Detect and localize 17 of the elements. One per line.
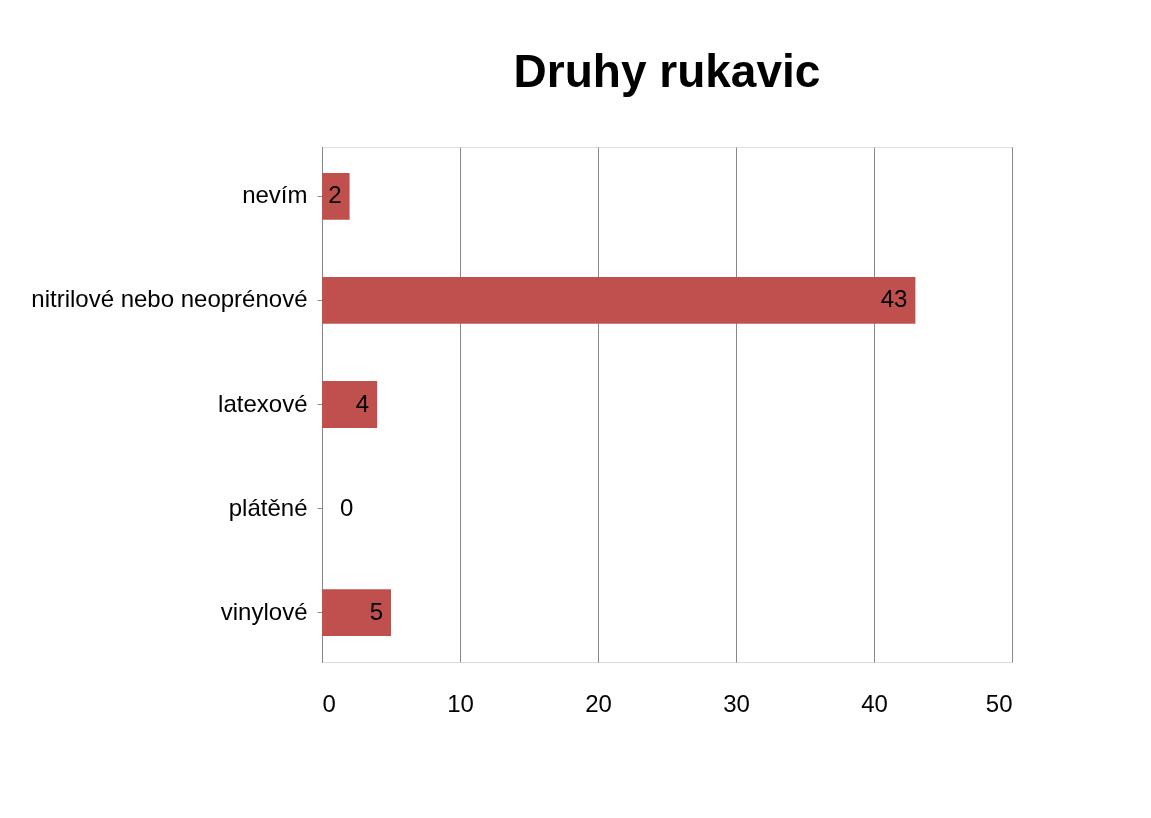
x-tick-label: 30 bbox=[723, 689, 750, 717]
data-label: 0 bbox=[340, 493, 354, 521]
chart-title: Druhy rukavic bbox=[513, 45, 821, 97]
x-tick-label: 10 bbox=[447, 689, 474, 717]
data-label: 2 bbox=[328, 181, 342, 209]
y-tick-label: vinylové bbox=[220, 597, 308, 625]
data-label: 43 bbox=[880, 285, 908, 313]
y-tick-label: nevím bbox=[242, 181, 308, 209]
y-tick-label: nitrilové nebo neoprénové bbox=[31, 285, 308, 313]
x-tick-label: 40 bbox=[861, 689, 888, 717]
data-label: 5 bbox=[369, 597, 383, 625]
x-tick-label: 20 bbox=[585, 689, 612, 717]
data-label: 4 bbox=[355, 389, 370, 417]
x-tick-label: 50 bbox=[985, 689, 1013, 717]
y-tick-label: plátěné bbox=[228, 493, 308, 521]
x-tick-label: 0 bbox=[322, 689, 336, 717]
y-tick-label: latexové bbox=[218, 389, 308, 417]
